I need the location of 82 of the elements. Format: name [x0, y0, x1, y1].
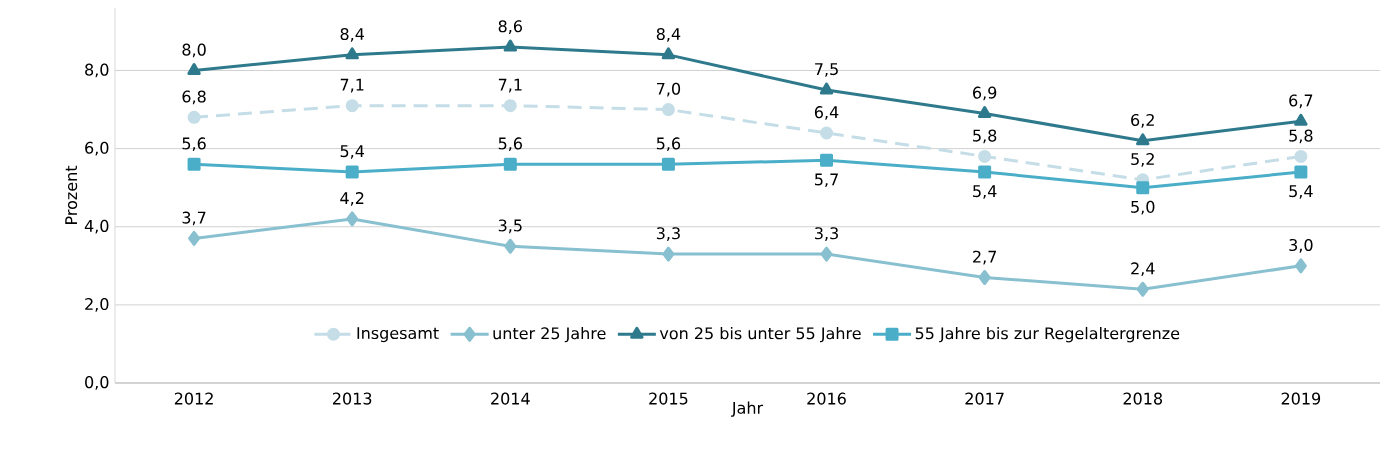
data-label: 5,8 [1289, 129, 1313, 144]
data-label: 5,6 [498, 137, 523, 152]
data-label: 3,7 [182, 211, 206, 226]
data-label: 7,1 [498, 78, 522, 93]
data-label: 6,2 [1131, 113, 1154, 128]
point [819, 82, 834, 95]
data-label: 5,8 [973, 129, 997, 144]
point [820, 153, 834, 167]
legend-label: unter 25 Jahre [493, 326, 606, 343]
data-label: 7,5 [815, 63, 838, 77]
point [346, 211, 359, 227]
data-label: 8,0 [182, 43, 206, 58]
data-label: 5,4 [973, 185, 997, 199]
data-label: 4,2 [340, 192, 364, 206]
legend-label: von 25 bis unter 55 Jahre [659, 326, 861, 343]
point [503, 99, 517, 113]
x-tick-label: 2015 [649, 392, 688, 405]
point [977, 105, 992, 118]
data-label: 6,7 [1289, 94, 1313, 109]
x-tick-label: 2019 [1281, 392, 1321, 405]
point [503, 157, 517, 171]
data-label: 5,2 [1131, 152, 1154, 167]
point [978, 149, 992, 163]
data-label: 5,0 [1131, 200, 1155, 215]
data-label: 6,8 [182, 90, 206, 105]
data-label: 8,4 [656, 27, 681, 42]
data-label: 2,7 [973, 250, 996, 265]
point [661, 157, 675, 171]
y-tick-label: 6,0 [85, 141, 109, 156]
y-tick-label: 4,0 [84, 219, 109, 234]
x-tick-label: 2014 [491, 392, 530, 405]
x-tick-label: 2016 [807, 392, 846, 405]
y-tick-label: 2,0 [85, 297, 109, 312]
data-label: 8,4 [340, 27, 365, 42]
x-axis-title: Jahr [731, 401, 764, 417]
x-tick-label: 2018 [1123, 392, 1163, 405]
point [1294, 165, 1308, 179]
point [187, 110, 201, 124]
data-label: 7,0 [657, 82, 681, 97]
point [820, 126, 834, 140]
data-label: 8,6 [498, 20, 523, 34]
data-label: 3,0 [1289, 238, 1313, 253]
y-axis-title: Prozent [65, 165, 78, 224]
data-label: 3,3 [656, 227, 680, 241]
point [661, 47, 676, 60]
data-label: 2,4 [1131, 262, 1155, 277]
data-label: 5,7 [815, 173, 838, 188]
legend-label: 55 Jahre bis zur Regelaltergrenze [915, 326, 1180, 343]
point [661, 103, 675, 117]
data-label: 6,4 [814, 106, 839, 120]
point [1294, 149, 1308, 163]
legend-label: Insgesamt [357, 327, 439, 343]
y-tick-label: 8,0 [85, 63, 109, 78]
point [345, 47, 359, 60]
data-label: 3,3 [815, 227, 838, 241]
data-label: 7,1 [340, 78, 364, 93]
point [1136, 281, 1149, 297]
data-label: 6,9 [973, 86, 997, 101]
data-label: 5,6 [656, 137, 681, 152]
x-tick-label: 2012 [174, 392, 213, 405]
point [188, 230, 201, 246]
point [1294, 258, 1307, 274]
point [345, 165, 359, 179]
point [504, 238, 517, 254]
point [187, 62, 201, 75]
data-label: 5,6 [182, 137, 206, 152]
point [1136, 181, 1150, 195]
point [503, 39, 517, 52]
point [978, 165, 992, 179]
point [1136, 133, 1150, 146]
point [978, 270, 991, 286]
data-label: 5,4 [1289, 185, 1313, 199]
point [1294, 113, 1308, 126]
point [820, 246, 833, 262]
x-tick-label: 2017 [965, 392, 1004, 405]
y-tick-label: 0,0 [85, 376, 109, 390]
point [345, 99, 359, 113]
data-label: 3,5 [498, 219, 522, 234]
point [662, 246, 675, 262]
point [187, 157, 201, 171]
data-label: 5,4 [340, 145, 365, 159]
x-tick-label: 2013 [333, 392, 372, 405]
